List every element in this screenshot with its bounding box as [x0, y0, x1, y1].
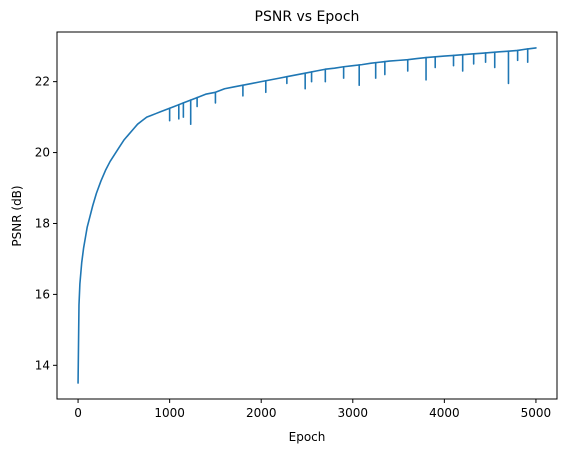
x-tick-label: 0: [74, 406, 82, 420]
y-axis: 14 16 18 20 22: [35, 75, 57, 372]
plot-area: [56, 31, 558, 400]
x-tick-label: 1000: [154, 406, 185, 420]
series-layer: [77, 47, 537, 384]
y-tick-label: 14: [35, 358, 50, 372]
chart-title: PSNR vs Epoch: [255, 9, 360, 25]
x-axis: 0 1000 2000 3000 4000 5000: [74, 399, 551, 420]
y-tick-label: 16: [35, 287, 50, 301]
y-axis-label: PSNR (dB): [10, 185, 24, 246]
y-tick-label: 18: [35, 216, 50, 230]
x-tick-label: 4000: [429, 406, 460, 420]
y-tick-label: 20: [35, 146, 50, 160]
x-tick-label: 2000: [246, 406, 277, 420]
x-tick-label: 5000: [521, 406, 552, 420]
x-tick-label: 3000: [338, 406, 369, 420]
x-axis-label: Epoch: [289, 430, 326, 444]
y-tick-label: 22: [35, 75, 50, 89]
series-line: [77, 47, 537, 384]
